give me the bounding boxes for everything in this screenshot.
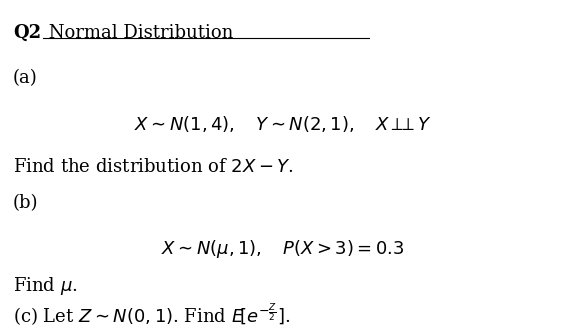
- Text: $X \sim N(1,4), \quad Y \sim N(2,1), \quad X \perp\!\!\!\perp Y$: $X \sim N(1,4), \quad Y \sim N(2,1), \qu…: [134, 114, 432, 134]
- Text: Find the distribution of $2X - Y$.: Find the distribution of $2X - Y$.: [13, 157, 294, 175]
- Text: (a): (a): [13, 69, 37, 87]
- Text: $X \sim N(\mu,1), \quad P(X > 3) = 0.3$: $X \sim N(\mu,1), \quad P(X > 3) = 0.3$: [161, 238, 405, 260]
- Text: Q2: Q2: [13, 24, 41, 42]
- Text: Find $\mu$.: Find $\mu$.: [13, 275, 78, 297]
- Text: (c) Let $Z \sim N(0, 1)$. Find $E\!\left[e^{-\frac{Z}{2}}\right]$.: (c) Let $Z \sim N(0, 1)$. Find $E\!\left…: [13, 301, 290, 328]
- Text: Normal Distribution: Normal Distribution: [44, 24, 234, 42]
- Text: (b): (b): [13, 195, 38, 213]
